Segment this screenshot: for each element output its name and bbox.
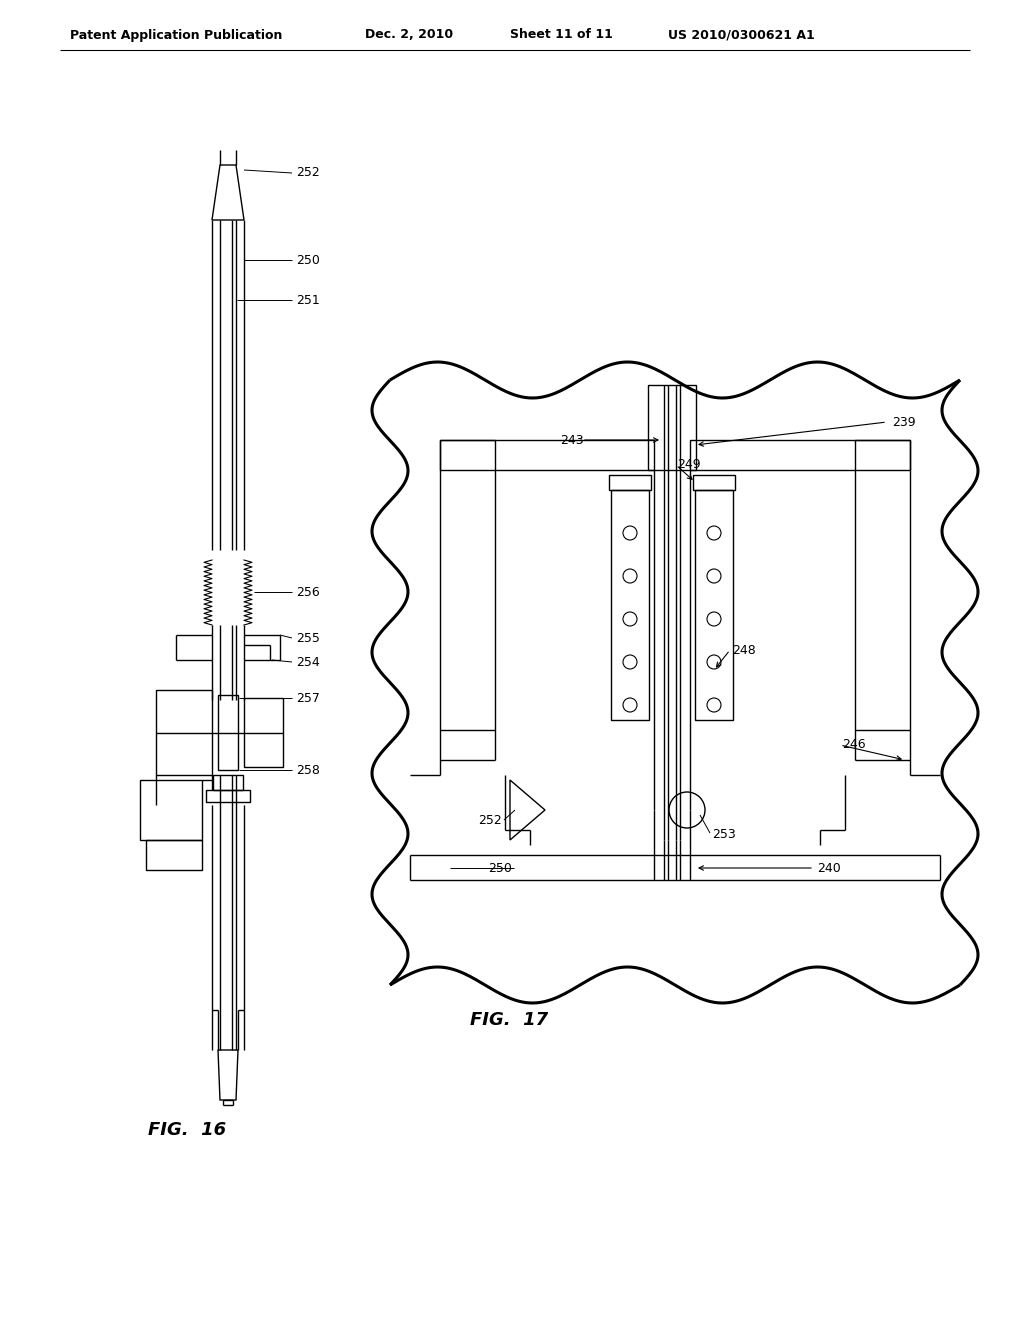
Text: 248: 248 <box>732 644 756 656</box>
Bar <box>156 690 212 775</box>
Text: 249: 249 <box>677 458 700 471</box>
Text: 253: 253 <box>712 829 736 842</box>
Text: Patent Application Publication: Patent Application Publication <box>70 29 283 41</box>
Bar <box>206 789 250 803</box>
Bar <box>611 490 649 719</box>
Bar <box>648 385 696 470</box>
Bar <box>213 775 243 789</box>
Text: 250: 250 <box>488 862 512 874</box>
Text: 255: 255 <box>296 631 319 644</box>
Bar <box>693 475 735 490</box>
Text: 257: 257 <box>296 692 319 705</box>
Bar <box>609 475 651 490</box>
Text: 251: 251 <box>296 293 319 306</box>
Text: 258: 258 <box>296 763 319 776</box>
Text: 250: 250 <box>296 253 319 267</box>
Text: 243: 243 <box>560 433 584 446</box>
Text: FIG.  16: FIG. 16 <box>148 1121 226 1139</box>
Bar <box>690 440 910 470</box>
Bar <box>244 698 283 767</box>
Text: Dec. 2, 2010: Dec. 2, 2010 <box>365 29 454 41</box>
Text: 239: 239 <box>892 416 915 429</box>
Text: 256: 256 <box>296 586 319 598</box>
Text: FIG.  17: FIG. 17 <box>470 1011 548 1030</box>
Text: 254: 254 <box>296 656 319 668</box>
Bar <box>218 696 238 770</box>
Bar <box>140 780 202 840</box>
Bar <box>146 840 202 870</box>
Text: 240: 240 <box>817 862 841 874</box>
Text: 252: 252 <box>296 166 319 180</box>
Bar <box>855 440 910 730</box>
Bar <box>440 440 654 470</box>
Bar <box>695 490 733 719</box>
Text: 252: 252 <box>478 813 502 826</box>
Text: US 2010/0300621 A1: US 2010/0300621 A1 <box>668 29 815 41</box>
Text: 246: 246 <box>842 738 865 751</box>
Text: Sheet 11 of 11: Sheet 11 of 11 <box>510 29 613 41</box>
Bar <box>440 440 495 730</box>
